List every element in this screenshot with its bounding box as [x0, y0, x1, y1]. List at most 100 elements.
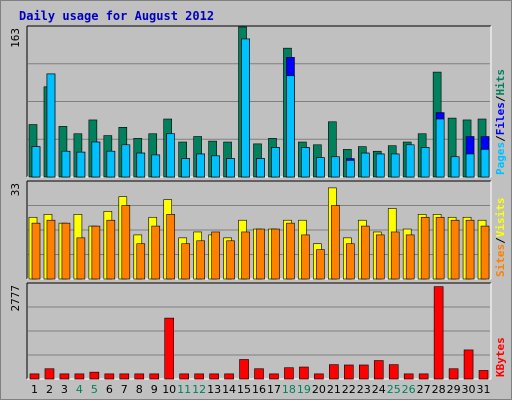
legend-kbytes: KBytes	[494, 337, 507, 377]
bar-sites-day-28	[435, 216, 445, 280]
bar-kbytes-day-30	[463, 349, 474, 380]
x-tick-label-6: 6	[106, 383, 113, 396]
bar-pages-day-18	[286, 75, 295, 178]
bar-pages-day-24	[375, 153, 385, 178]
legend-item: /	[494, 95, 507, 102]
bar-kbytes-day-10	[164, 317, 175, 380]
bar-pages-day-1	[31, 146, 41, 178]
panel-kbytes: 2777	[9, 282, 492, 380]
bar-pages-day-3	[61, 150, 71, 178]
x-tick-label-23: 23	[357, 383, 371, 396]
y-max-label: 2777	[9, 285, 22, 312]
bar-kbytes-day-21	[329, 364, 339, 380]
bar-pages-day-27	[420, 147, 430, 178]
bar-sites-day-12	[196, 240, 205, 280]
bar-kbytes-day-27	[418, 373, 429, 380]
bar-pages-day-22	[346, 160, 355, 178]
x-tick-label-18: 18	[282, 383, 296, 396]
bar-sites-day-21	[331, 205, 340, 280]
bar-kbytes-day-4	[74, 373, 85, 380]
bar-pages-day-31	[480, 149, 490, 178]
bar-kbytes-day-20	[314, 373, 324, 380]
bar-pages-day-7	[121, 144, 131, 178]
bar-pages-day-12	[196, 153, 205, 178]
bar-sites-day-29	[450, 219, 460, 280]
bar-kbytes-day-12	[194, 373, 204, 380]
legend-visits_sites: Sites/Visits	[494, 198, 507, 278]
bar-kbytes-day-15	[239, 359, 249, 380]
bar-kbytes-day-28	[433, 286, 444, 380]
bar-pages-day-23	[360, 152, 370, 178]
bar-pages-day-11	[181, 158, 190, 178]
bar-kbytes-day-16	[254, 368, 264, 380]
bar-pages-day-15	[241, 38, 250, 178]
bar-kbytes-day-31	[478, 370, 489, 380]
bar-kbytes-day-25	[388, 364, 399, 380]
bar-sites-day-10	[166, 214, 176, 280]
bar-pages-day-21	[331, 156, 340, 178]
bar-kbytes-day-24	[373, 360, 384, 380]
x-tick-label-11: 11	[177, 383, 191, 396]
bar-pages-day-6	[106, 150, 116, 178]
bar-sites-day-2	[46, 219, 56, 280]
legend-item: Sites	[494, 244, 507, 277]
x-tick-label-26: 26	[402, 383, 416, 396]
bar-kbytes-day-17	[269, 373, 279, 380]
bar-pages-day-4	[76, 151, 86, 178]
bar-pages-day-8	[136, 152, 146, 178]
x-tick-label-13: 13	[207, 383, 221, 396]
x-tick-label-20: 20	[312, 383, 326, 396]
bar-kbytes-day-14	[224, 373, 234, 380]
y-max-label: 163	[9, 28, 22, 48]
x-tick-label-30: 30	[462, 383, 476, 396]
bar-pages-day-13	[211, 155, 220, 178]
bar-sites-day-31	[480, 225, 490, 280]
bar-kbytes-day-26	[403, 373, 414, 380]
x-tick-label-2: 2	[46, 383, 53, 396]
bar-pages-day-25	[390, 153, 400, 178]
bar-sites-day-3	[61, 222, 71, 280]
bar-sites-day-22	[346, 243, 355, 280]
x-tick-label-15: 15	[237, 383, 251, 396]
bar-sites-day-5	[91, 225, 101, 280]
bar-sites-day-25	[390, 231, 400, 280]
bar-sites-day-23	[360, 225, 370, 280]
x-tick-label-29: 29	[447, 383, 461, 396]
x-axis-labels: 1 2 3 4 5 6 7 8 9 10 11 12 13 14 15 16 17 18 19 20 21 22 23 24 2…	[31, 383, 491, 396]
bar-kbytes-day-2	[44, 368, 55, 380]
bar-kbytes-day-18	[284, 367, 294, 380]
bar-kbytes-day-7	[119, 373, 130, 380]
bar-pages-day-2	[46, 73, 56, 178]
x-tick-label-17: 17	[267, 383, 281, 396]
bar-kbytes-day-6	[104, 373, 115, 380]
x-tick-label-24: 24	[372, 383, 386, 396]
panel-visits_sites: 33	[9, 180, 492, 280]
bar-sites-day-14	[226, 240, 235, 280]
legend-item: /	[494, 237, 507, 244]
bar-sites-day-20	[316, 249, 325, 280]
bar-pages-day-26	[405, 144, 415, 178]
legend-item: Visits	[494, 198, 507, 238]
bar-pages-day-5	[91, 141, 101, 178]
bar-sites-day-11	[181, 243, 190, 280]
bar-sites-day-7	[121, 205, 131, 280]
bar-sites-day-15	[241, 231, 250, 280]
bar-pages-day-9	[151, 154, 161, 178]
x-tick-label-27: 27	[417, 383, 431, 396]
bar-kbytes-day-11	[179, 373, 189, 380]
legend-text: Sites/Visits	[494, 198, 507, 278]
bar-sites-day-1	[31, 222, 41, 280]
bar-pages-day-14	[226, 158, 235, 178]
legend-item: Files	[494, 102, 507, 135]
bar-pages-day-28	[435, 118, 445, 178]
bar-pages-day-10	[166, 133, 176, 178]
x-tick-label-16: 16	[252, 383, 266, 396]
bar-kbytes-day-22	[344, 364, 354, 380]
chart-title: Daily usage for August 2012	[19, 9, 214, 23]
bar-kbytes-day-1	[29, 373, 40, 380]
x-tick-label-1: 1	[31, 383, 38, 396]
bar-sites-day-6	[106, 219, 116, 280]
bar-kbytes-day-8	[134, 373, 145, 380]
